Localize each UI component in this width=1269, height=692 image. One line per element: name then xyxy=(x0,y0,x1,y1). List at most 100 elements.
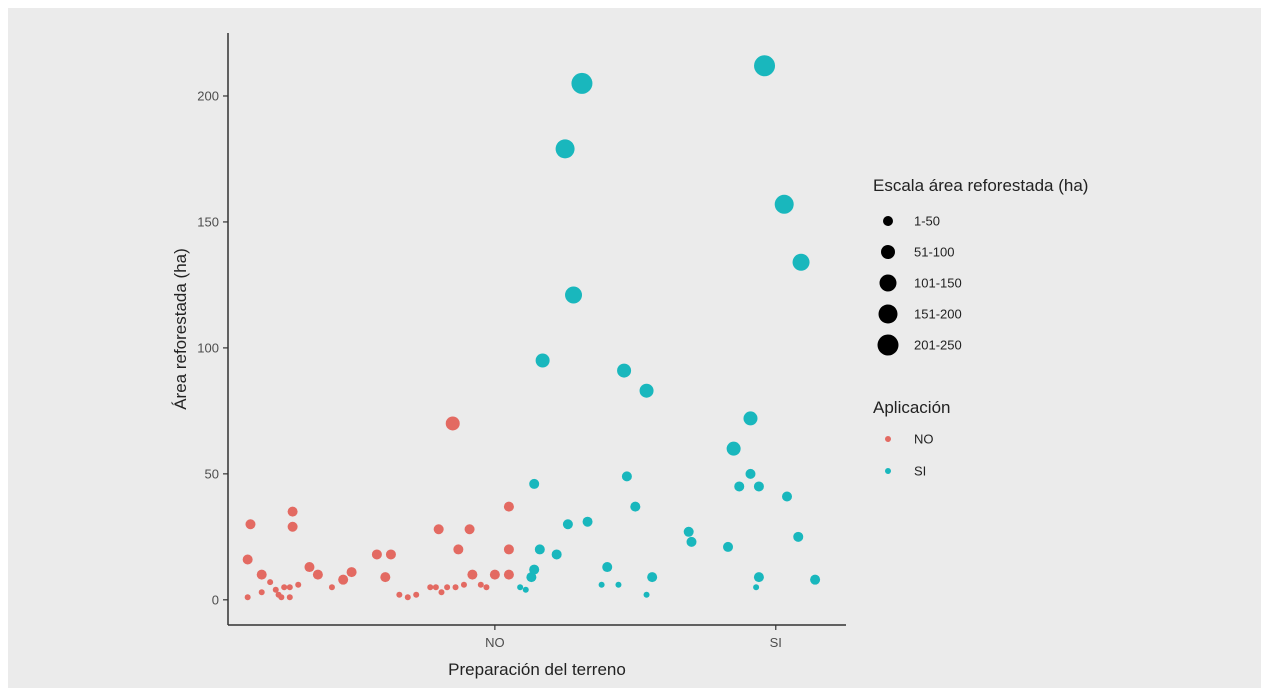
point-no-39 xyxy=(489,569,500,580)
point-si-14 xyxy=(602,562,613,573)
point-no-17 xyxy=(328,584,335,591)
x-tick-label-no: NO xyxy=(485,635,505,650)
x-axis-title: Preparación del terreno xyxy=(448,660,626,679)
size-legend-label-3: 151-200 xyxy=(914,307,962,322)
point-no-27 xyxy=(432,584,439,591)
point-no-1 xyxy=(242,554,253,565)
point-no-9 xyxy=(281,584,288,591)
point-si-20 xyxy=(643,591,650,598)
point-no-6 xyxy=(272,586,279,593)
size-legend-label-4: 201-250 xyxy=(914,338,962,353)
point-si-15 xyxy=(615,581,622,588)
point-no-13 xyxy=(287,521,298,532)
color-legend-title: Aplicación xyxy=(873,398,951,417)
point-si-3 xyxy=(529,564,540,575)
point-no-32 xyxy=(452,584,459,591)
point-si-0 xyxy=(517,584,524,591)
point-no-37 xyxy=(477,581,484,588)
point-si-24 xyxy=(723,541,734,552)
y-axis-title: Área reforestada (ha) xyxy=(171,248,190,410)
point-no-20 xyxy=(371,549,382,560)
point-no-10 xyxy=(286,594,293,601)
point-si-33 xyxy=(774,194,794,214)
point-si-6 xyxy=(535,353,550,368)
point-no-29 xyxy=(438,589,445,596)
y-tick-label-200: 200 xyxy=(197,88,219,103)
point-si-17 xyxy=(621,471,632,482)
point-si-23 xyxy=(686,536,697,547)
point-si-11 xyxy=(571,72,593,94)
color-legend-swatch-si xyxy=(885,468,891,474)
point-no-4 xyxy=(258,589,265,596)
y-axis-ticks: 0 50 100 150 200 xyxy=(197,88,228,607)
point-no-42 xyxy=(503,544,514,555)
point-si-29 xyxy=(753,584,760,591)
point-no-15 xyxy=(304,562,315,573)
color-legend-label-si: SI xyxy=(914,464,926,479)
point-si-9 xyxy=(562,519,573,530)
point-no-41 xyxy=(503,501,514,512)
point-no-21 xyxy=(380,572,391,583)
point-si-25 xyxy=(726,441,741,456)
color-legend-swatch-no xyxy=(885,436,891,442)
point-si-8 xyxy=(555,139,575,159)
point-no-38 xyxy=(483,584,490,591)
point-si-2 xyxy=(526,572,537,583)
point-no-36 xyxy=(467,569,478,580)
point-no-40 xyxy=(503,569,514,580)
y-tick-label-100: 100 xyxy=(197,340,219,355)
size-legend: Escala área reforestada (ha) 1-50 51-100 1… xyxy=(873,176,1088,356)
size-legend-swatch-0 xyxy=(883,216,893,226)
point-si-13 xyxy=(598,581,605,588)
point-si-22 xyxy=(683,526,694,537)
color-legend: Aplicación NO SI xyxy=(873,398,951,479)
size-legend-label-0: 1-50 xyxy=(914,214,940,229)
point-no-2 xyxy=(245,519,256,530)
point-no-34 xyxy=(460,581,467,588)
point-no-3 xyxy=(256,569,267,580)
y-tick-label-150: 150 xyxy=(197,214,219,229)
point-no-14 xyxy=(295,581,302,588)
point-si-12 xyxy=(582,516,593,527)
point-si-19 xyxy=(639,383,654,398)
point-no-18 xyxy=(338,574,349,585)
point-no-26 xyxy=(427,584,434,591)
point-no-5 xyxy=(267,579,274,586)
size-legend-label-2: 101-150 xyxy=(914,276,962,291)
size-legend-label-1: 51-100 xyxy=(914,245,954,260)
scatter-chart: 0 50 100 150 200 NO SI Preparación del terren… xyxy=(171,33,1088,679)
point-si-28 xyxy=(743,411,758,426)
point-no-23 xyxy=(396,591,403,598)
point-no-33 xyxy=(453,544,464,555)
point-si-21 xyxy=(647,572,658,583)
color-legend-label-no: NO xyxy=(914,432,934,447)
point-no-22 xyxy=(385,549,396,560)
size-legend-swatch-2 xyxy=(879,274,897,292)
point-si-5 xyxy=(534,544,545,555)
point-no-11 xyxy=(286,584,293,591)
point-no-8 xyxy=(278,594,285,601)
data-points xyxy=(242,55,821,601)
size-legend-title: Escala área reforestada (ha) xyxy=(873,176,1088,195)
point-no-31 xyxy=(445,416,460,431)
point-no-0 xyxy=(244,594,251,601)
y-tick-label-0: 0 xyxy=(212,592,219,607)
point-no-35 xyxy=(464,524,475,535)
point-no-24 xyxy=(404,594,411,601)
point-si-37 xyxy=(810,574,821,585)
point-si-18 xyxy=(630,501,641,512)
point-si-27 xyxy=(745,468,756,479)
point-no-16 xyxy=(312,569,323,580)
point-si-32 xyxy=(754,55,776,77)
point-si-4 xyxy=(529,478,540,489)
y-tick-label-50: 50 xyxy=(205,466,219,481)
point-si-35 xyxy=(793,531,804,542)
point-no-25 xyxy=(413,591,420,598)
point-no-28 xyxy=(433,524,444,535)
size-legend-swatch-1 xyxy=(881,245,895,259)
point-si-7 xyxy=(551,549,562,560)
x-tick-label-si: SI xyxy=(770,635,782,650)
chart-background: 0 50 100 150 200 NO SI Preparación del terren… xyxy=(8,8,1261,688)
point-si-26 xyxy=(734,481,745,492)
x-axis-ticks: NO SI xyxy=(485,625,782,650)
